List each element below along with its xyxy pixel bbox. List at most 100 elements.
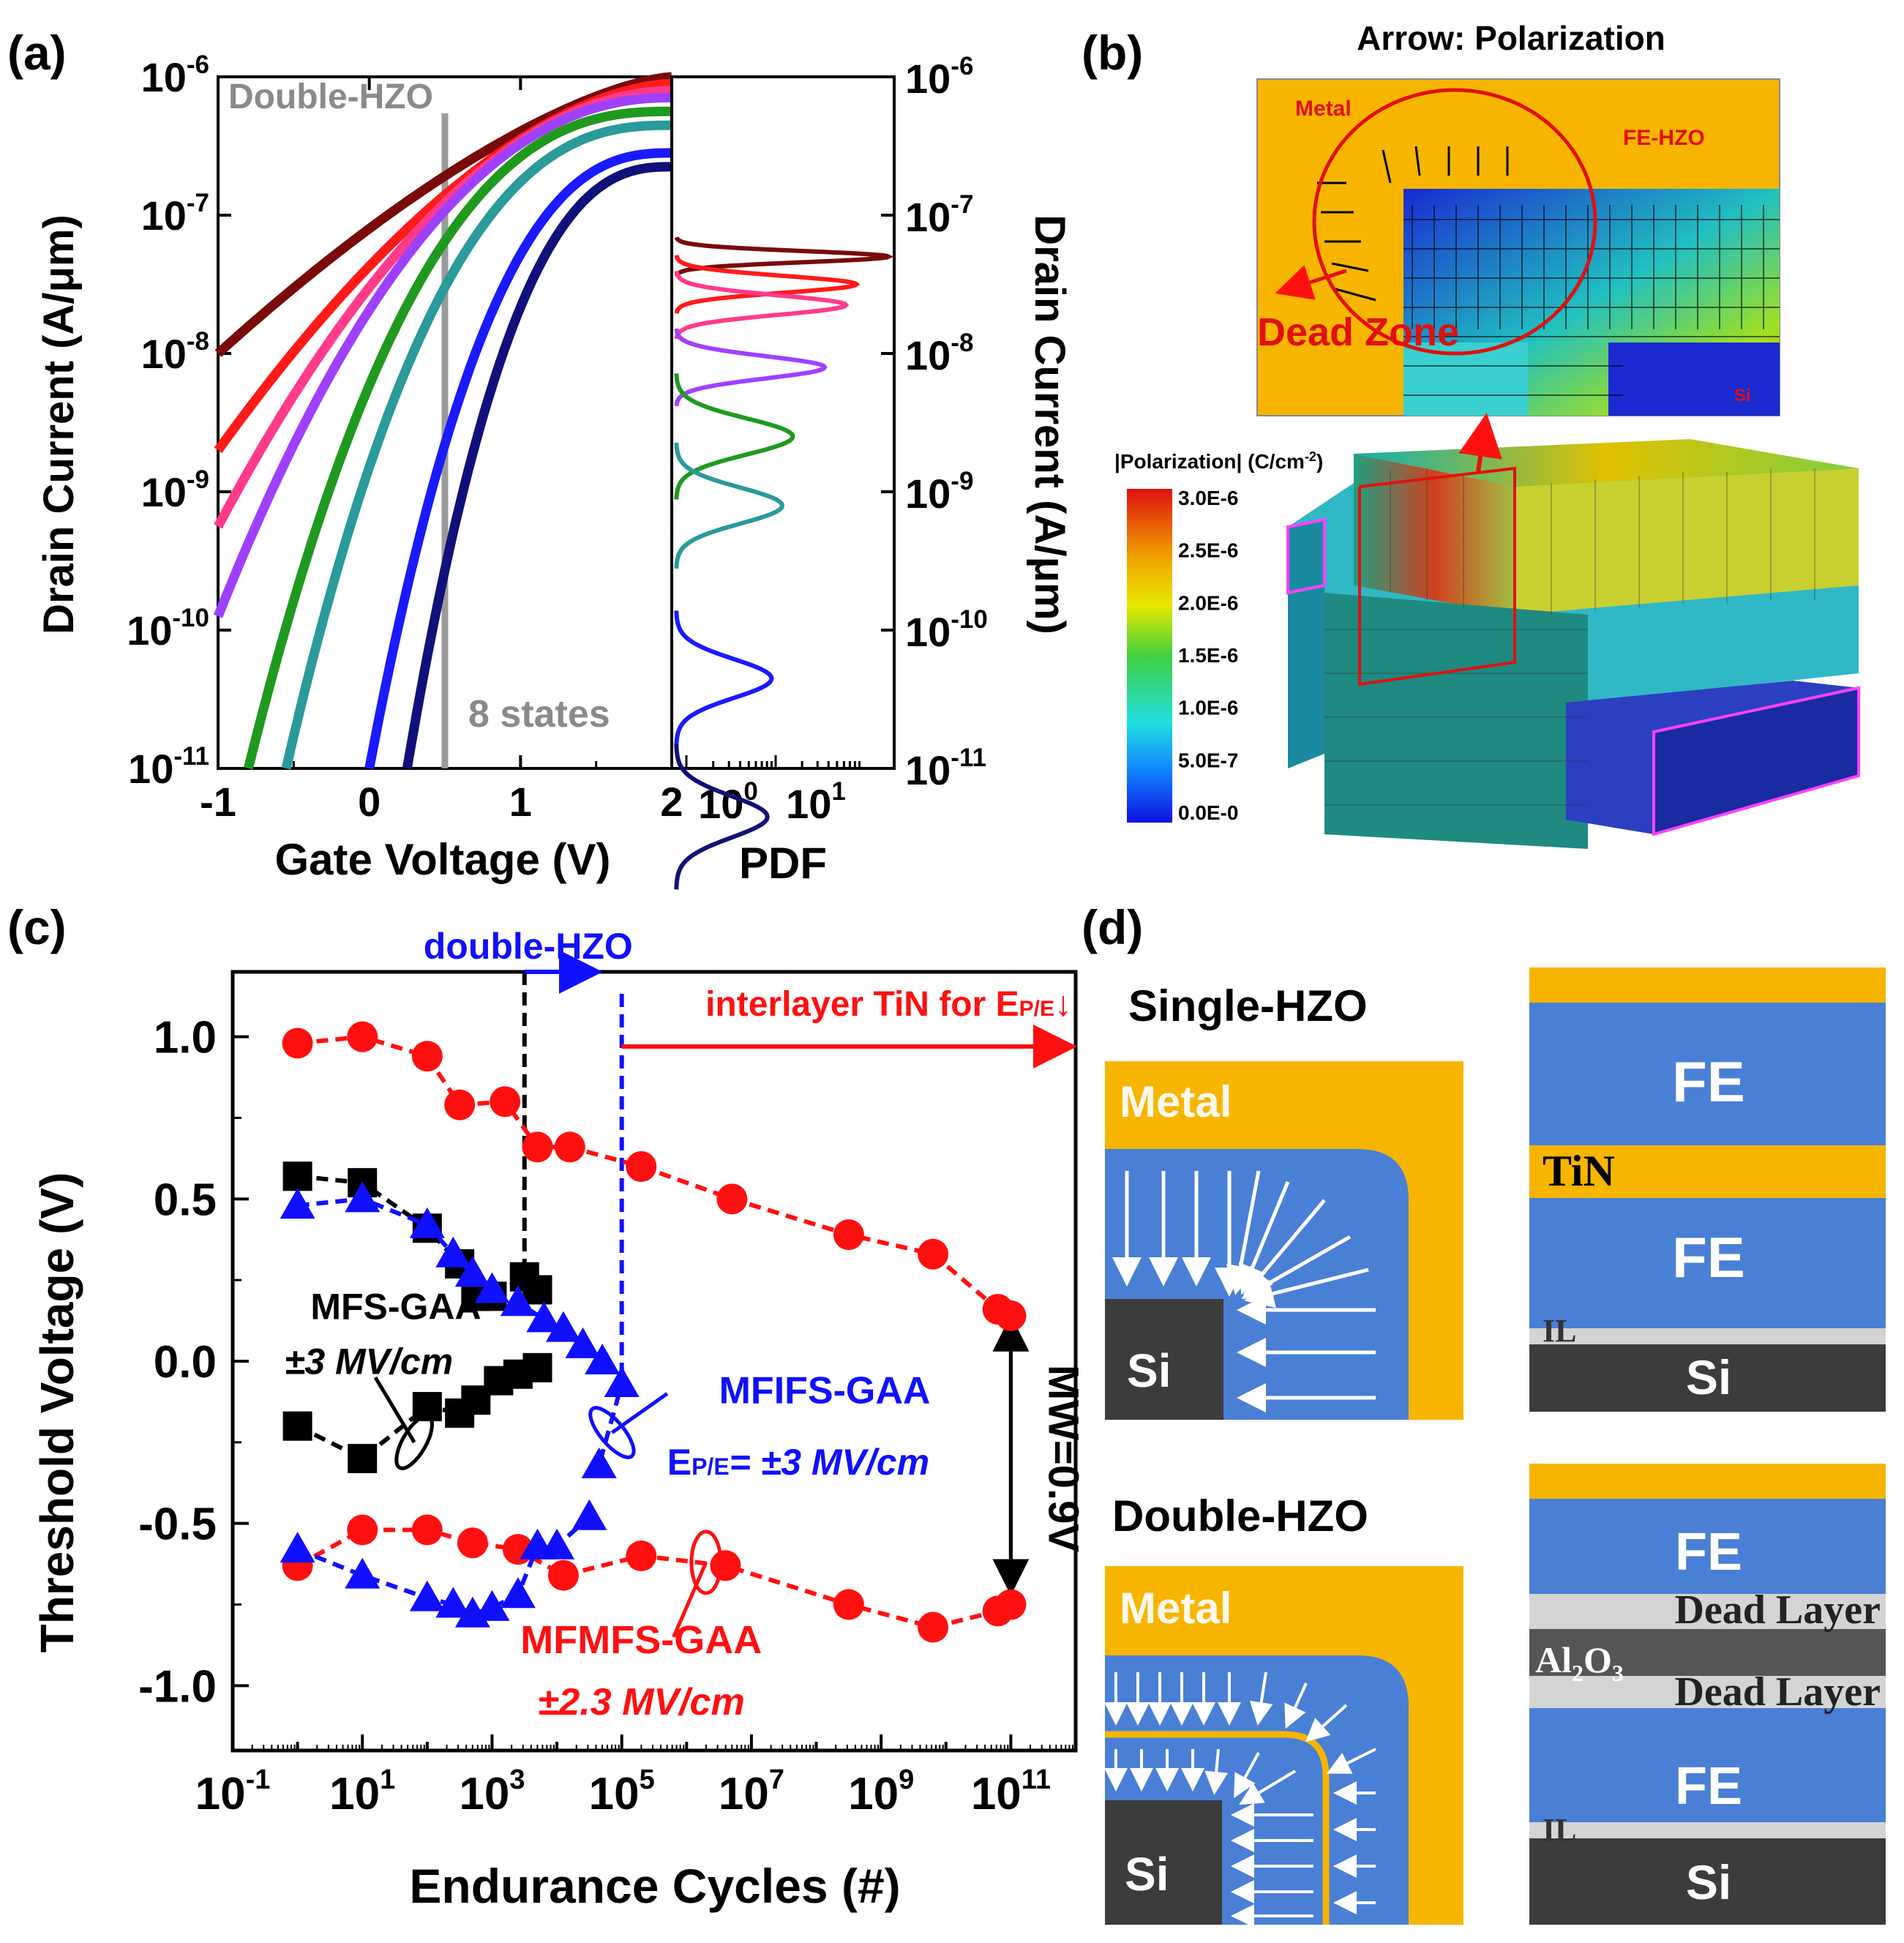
y-axis-label-right: Drain Current (A/μm): [1026, 214, 1073, 634]
double-hzo-title: Double-HZO: [1112, 1491, 1368, 1540]
pdf-curve: [674, 236, 894, 277]
single-corner-diagram: Metal Si: [1105, 1061, 1463, 1420]
y-tick-label-c: 0.5: [154, 1175, 217, 1225]
endurance-plot: 10-1 101 103 105 107 109 1011 1.0 0.5 0.0 -0.5 -1.0…: [138, 926, 1087, 1819]
panel-b-title: Arrow: Polarization: [1357, 19, 1665, 57]
series-line-a: [281, 120, 672, 770]
data-point-triangle: [565, 1327, 601, 1358]
pdf-curve: [674, 255, 861, 314]
colorbar-tick-label: 2.0E-6: [1178, 591, 1239, 614]
double-hzo-label: Double-HZO: [228, 78, 433, 116]
x-tick-label-c: 107: [719, 1764, 784, 1819]
pdf-curve: [674, 610, 774, 746]
y-tick-label-right: 10-10: [905, 605, 988, 655]
series-line-c: [297, 1034, 1012, 1318]
colorbar-tick-label: 1.0E-6: [1178, 697, 1239, 719]
data-point-circle: [547, 1560, 579, 1591]
mw-label: MW=0.9V: [1039, 1365, 1087, 1553]
data-point-triangle: [571, 1499, 607, 1530]
mfifs-callout-line: [610, 1392, 669, 1434]
data-point-square: [522, 1275, 552, 1305]
y-tick-label-c: 1.0: [154, 1013, 217, 1063]
y-tick-label-a: 10-7: [141, 189, 209, 239]
x-tick-label-a: 2: [660, 779, 683, 825]
x-tick-label-c: 105: [589, 1764, 655, 1819]
inset-fe-hzo-label: FE-HZO: [1623, 126, 1705, 150]
data-point-circle: [626, 1540, 657, 1571]
transfer-curves-plot: -1 0 1 2 10-6 10-7 10-8 10-9 10-10 10-11: [127, 50, 683, 825]
double-metal-label: Metal: [1120, 1584, 1232, 1633]
pdf-curve: [674, 744, 770, 890]
stack-single-il: IL: [1543, 1313, 1576, 1349]
y-tick-label-right: 10-6: [905, 52, 973, 102]
pdf-plot: 100 101 10-6 10-7 10-8 10-9 10-10 10-11: [670, 52, 988, 890]
mfmfs-label: MFMFS-GAA: [520, 1618, 762, 1662]
data-point-triangle: [526, 1301, 562, 1333]
data-point-triangle: [474, 1272, 510, 1303]
data-point-circle: [833, 1589, 864, 1620]
pdf-curve: [674, 373, 795, 500]
stack-single-fe-top: FE: [1672, 1049, 1745, 1114]
y-tick-label-right: 10-7: [905, 190, 973, 240]
colorbar-title: |Polarization| (C/cm-2): [1114, 449, 1323, 473]
mfs-callout-line: [373, 1376, 416, 1444]
data-point-triangle: [604, 1366, 640, 1398]
stack-double-fe-top: FE: [1675, 1523, 1742, 1581]
single-metal-label: Metal: [1120, 1077, 1232, 1126]
mfifs-field-label: EP/E= ±3 MV/cm: [667, 1442, 929, 1483]
data-point-square: [282, 1411, 312, 1441]
x-tick-label-c: 10-1: [195, 1764, 271, 1819]
data-point-triangle: [280, 1188, 315, 1219]
colorbar-tick-label: 5.0E-7: [1178, 749, 1239, 771]
single-hzo-stack: FE TiN FE IL Si: [1529, 967, 1886, 1412]
data-point-circle: [347, 1021, 378, 1052]
data-point-circle: [626, 1151, 657, 1182]
stack-double-dead1: Dead Layer: [1674, 1587, 1881, 1633]
y-tick-label-right: 10-11: [905, 744, 986, 793]
data-point-triangle: [500, 1285, 536, 1317]
data-point-triangle: [409, 1580, 445, 1611]
data-point-circle: [282, 1027, 313, 1059]
y-tick-label-a: 10-6: [141, 50, 209, 100]
y-tick-label-right: 10-9: [905, 467, 973, 517]
mfs-field-label: ±3 MV/cm: [285, 1341, 453, 1382]
gaa-device-3d: [1286, 413, 1860, 849]
y-tick-label-a: 10-11: [128, 742, 209, 792]
inset-si-label: Si: [1734, 386, 1751, 405]
y-tick-label-c: 0.0: [154, 1337, 217, 1388]
mfs-callout-ellipse: [394, 1414, 434, 1470]
stack-double-il: IL: [1543, 1812, 1576, 1848]
x-axis-label-pdf: PDF: [739, 839, 827, 888]
stack-double-si: Si: [1686, 1855, 1731, 1909]
data-point-triangle: [454, 1256, 490, 1287]
pdf-curve: [674, 270, 850, 340]
pdf-curve: [674, 442, 785, 569]
x-axis-label-a: Gate Voltage (V): [275, 835, 611, 884]
panel-d: (d) Single-HZO Double-HZO Metal Si: [1082, 900, 1886, 1928]
mfmfs-callout-ellipse: [689, 1530, 723, 1595]
data-point-square: [348, 1444, 378, 1473]
polarization-inset: Metal FE-HZO Si Dead Zone: [1256, 78, 1780, 416]
y-tick-label-right: 10-8: [905, 329, 973, 378]
eight-states-label: 8 states: [468, 693, 610, 735]
colorbar-tick-label: 1.5E-6: [1178, 644, 1239, 667]
colorbar-tick-label: 3.0E-6: [1178, 487, 1239, 509]
data-point-triangle: [545, 1311, 581, 1342]
panel-b: (b) Arrow: Polarization Metal FE-HZO Si …: [1082, 19, 1860, 849]
panel-label-d: (d): [1082, 900, 1143, 954]
pdf-x-tick-label: 100: [698, 777, 758, 827]
stack-single-tin: TiN: [1543, 1147, 1615, 1195]
stack-single-fe-bottom: FE: [1672, 1225, 1745, 1289]
x-tick-label-a: 0: [358, 779, 381, 825]
data-point-circle: [444, 1089, 476, 1120]
y-axis-label-c: Threshold Voltage (V): [31, 1172, 83, 1653]
series-line-a: [213, 92, 672, 618]
inset-metal-label: Metal: [1295, 97, 1352, 121]
series-line-c: [296, 1515, 591, 1617]
series-line-c: [296, 1527, 1012, 1630]
single-hzo-title: Single-HZO: [1128, 981, 1368, 1030]
y-tick-label-a: 10-10: [127, 604, 209, 654]
x-axis-label-c: Endurance Cycles (#): [409, 1859, 900, 1913]
